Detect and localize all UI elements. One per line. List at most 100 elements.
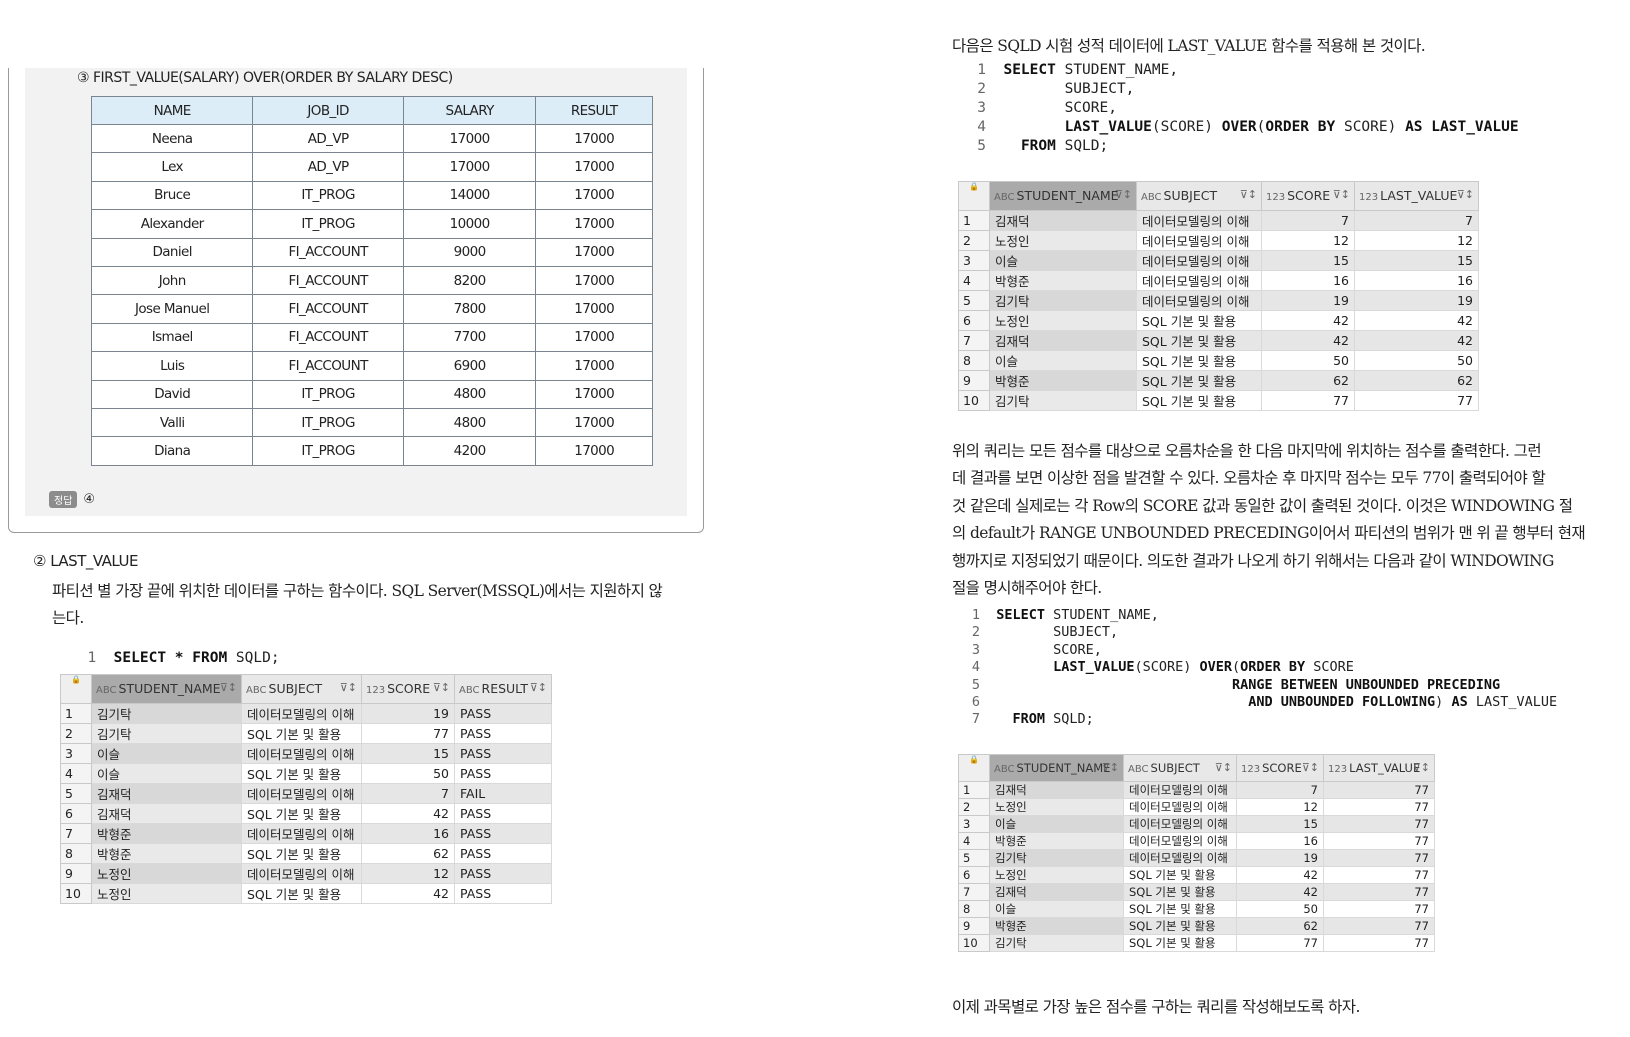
grid-cell[interactable]: 19 <box>1354 289 1479 311</box>
grid-cell[interactable]: 노정인 <box>91 882 242 904</box>
grid-cell[interactable]: 김재덕 <box>989 209 1137 231</box>
grid-cell[interactable]: 12 <box>1261 229 1355 251</box>
grid-cell[interactable]: 7 <box>1236 780 1324 799</box>
grid-cell[interactable]: 77 <box>1236 933 1324 952</box>
grid-column-header[interactable]: ABC RESULT ⊽↕ <box>454 674 552 704</box>
grid-cell[interactable]: 데이터모델링의 이해 <box>1123 831 1237 850</box>
grid-cell[interactable]: SQL 기본 및 활용 <box>1136 309 1262 331</box>
grid-cell[interactable]: 16 <box>361 822 455 844</box>
grid-cell[interactable]: 42 <box>1236 865 1324 884</box>
grid-cell[interactable]: 노정인 <box>989 309 1137 331</box>
grid-cell[interactable]: 15 <box>1261 249 1355 271</box>
grid-cell[interactable]: 50 <box>1354 349 1479 371</box>
grid-cell[interactable]: SQL 기본 및 활용 <box>1123 899 1237 918</box>
grid-cell[interactable]: SQL 기본 및 활용 <box>1123 916 1237 935</box>
grid-row[interactable]: 8 이슬 SQL 기본 및 활용 50 77 <box>958 899 1435 918</box>
grid-row[interactable]: 2 노정인 데이터모델링의 이해 12 12 <box>958 229 1479 251</box>
filter-sort-icon[interactable]: ⊽↕ <box>432 681 450 695</box>
grid-cell[interactable]: 데이터모델링의 이해 <box>1123 814 1237 833</box>
grid-cell[interactable]: 이슬 <box>91 762 242 784</box>
row-number[interactable]: 3 <box>958 249 990 271</box>
grid-cell[interactable]: 데이터모델링의 이해 <box>1136 229 1262 251</box>
grid-cell[interactable]: 77 <box>1323 780 1435 799</box>
grid-row[interactable]: 6 노정인 SQL 기본 및 활용 42 42 <box>958 309 1479 331</box>
grid-column-header[interactable]: ABC SUBJECT ⊽↕ <box>1123 754 1237 782</box>
grid-cell[interactable]: 데이터모델링의 이해 <box>241 862 362 884</box>
grid-cell[interactable]: 김재덕 <box>989 780 1124 799</box>
grid-row[interactable]: 1 김재덕 데이터모델링의 이해 7 77 <box>958 780 1435 799</box>
grid-cell[interactable]: 42 <box>1354 329 1479 351</box>
grid-cell[interactable]: 김기탁 <box>989 848 1124 867</box>
grid-cell[interactable]: 42 <box>1261 309 1355 331</box>
grid-cell[interactable]: SQL 기본 및 활용 <box>1123 882 1237 901</box>
grid-cell[interactable]: 12 <box>1354 229 1479 251</box>
grid-row[interactable]: 6 김재덕 SQL 기본 및 활용 42 PASS <box>60 802 552 824</box>
filter-sort-icon[interactable]: ⊽↕ <box>1412 760 1430 774</box>
grid-cell[interactable]: SQL 기본 및 활용 <box>241 842 362 864</box>
row-number[interactable]: 10 <box>958 933 990 952</box>
row-number[interactable]: 6 <box>60 802 92 824</box>
row-number[interactable]: 7 <box>958 882 990 901</box>
grid-cell[interactable]: 50 <box>361 762 455 784</box>
grid-cell[interactable]: 김재덕 <box>989 882 1124 901</box>
grid-cell[interactable]: SQL 기본 및 활용 <box>1136 389 1262 411</box>
row-number[interactable]: 3 <box>60 742 92 764</box>
grid-column-header[interactable]: 123 SCORE ⊽↕ <box>1261 181 1355 211</box>
grid-cell[interactable]: 박형준 <box>91 842 242 864</box>
grid-row[interactable]: 3 이슬 데이터모델링의 이해 15 77 <box>958 814 1435 833</box>
grid-cell[interactable]: 42 <box>361 802 455 824</box>
grid-cell[interactable]: 7 <box>1354 209 1479 231</box>
row-number[interactable]: 10 <box>60 882 92 904</box>
row-number[interactable]: 1 <box>958 209 990 231</box>
grid-cell[interactable]: FAIL <box>454 782 552 804</box>
grid-cell[interactable]: 데이터모델링의 이해 <box>1123 780 1237 799</box>
row-number[interactable]: 1 <box>60 702 92 724</box>
row-number[interactable]: 9 <box>958 916 990 935</box>
grid-cell[interactable]: 데이터모델링의 이해 <box>1136 289 1262 311</box>
grid-cell[interactable]: 이슬 <box>989 814 1124 833</box>
grid-row[interactable]: 7 김재덕 SQL 기본 및 활용 42 77 <box>958 882 1435 901</box>
grid-row[interactable]: 1 김재덕 데이터모델링의 이해 7 7 <box>958 209 1479 231</box>
grid-cell[interactable]: 김재덕 <box>91 802 242 824</box>
filter-sort-icon[interactable]: ⊽↕ <box>1239 188 1257 202</box>
grid-cell[interactable]: 77 <box>1323 899 1435 918</box>
grid-cell[interactable]: PASS <box>454 842 552 864</box>
grid-cell[interactable]: 김기탁 <box>91 702 242 724</box>
grid-corner-lock-icon[interactable]: 🔒 <box>60 674 92 704</box>
row-number[interactable]: 2 <box>60 722 92 744</box>
grid-cell[interactable]: 이슬 <box>989 899 1124 918</box>
row-number[interactable]: 3 <box>958 814 990 833</box>
filter-sort-icon[interactable]: ⊽↕ <box>1456 188 1474 202</box>
grid-cell[interactable]: 노정인 <box>91 862 242 884</box>
row-number[interactable]: 7 <box>60 822 92 844</box>
grid-corner-lock-icon[interactable]: 🔒 <box>958 181 990 211</box>
grid-column-header[interactable]: ABC STUDENT_NAME ⊽↕ <box>989 754 1124 782</box>
grid-row[interactable]: 7 김재덕 SQL 기본 및 활용 42 42 <box>958 329 1479 351</box>
grid-cell[interactable]: 77 <box>1323 797 1435 816</box>
grid-cell[interactable]: 62 <box>361 842 455 864</box>
grid-cell[interactable]: 데이터모델링의 이해 <box>1136 209 1262 231</box>
grid-row[interactable]: 6 노정인 SQL 기본 및 활용 42 77 <box>958 865 1435 884</box>
grid-cell[interactable]: 77 <box>1261 389 1355 411</box>
grid-row[interactable]: 5 김재덕 데이터모델링의 이해 7 FAIL <box>60 782 552 804</box>
row-number[interactable]: 4 <box>958 831 990 850</box>
grid-cell[interactable]: 16 <box>1261 269 1355 291</box>
grid-cell[interactable]: PASS <box>454 722 552 744</box>
grid-cell[interactable]: 19 <box>1236 848 1324 867</box>
row-number[interactable]: 5 <box>958 289 990 311</box>
grid-cell[interactable]: 데이터모델링의 이해 <box>1123 797 1237 816</box>
grid-cell[interactable]: 12 <box>361 862 455 884</box>
grid-column-header[interactable]: ABC SUBJECT ⊽↕ <box>1136 181 1262 211</box>
grid-cell[interactable]: 7 <box>361 782 455 804</box>
grid-cell[interactable]: 이슬 <box>91 742 242 764</box>
grid-row[interactable]: 5 김기탁 데이터모델링의 이해 19 19 <box>958 289 1479 311</box>
grid-cell[interactable]: 62 <box>1236 916 1324 935</box>
grid-cell[interactable]: SQL 기본 및 활용 <box>1123 865 1237 884</box>
grid-cell[interactable]: 데이터모델링의 이해 <box>241 702 362 724</box>
row-number[interactable]: 6 <box>958 865 990 884</box>
grid-row[interactable]: 9 노정인 데이터모델링의 이해 12 PASS <box>60 862 552 884</box>
grid-cell[interactable]: 데이터모델링의 이해 <box>1123 848 1237 867</box>
row-number[interactable]: 2 <box>958 797 990 816</box>
grid-cell[interactable]: 50 <box>1261 349 1355 371</box>
filter-sort-icon[interactable]: ⊽↕ <box>339 681 357 695</box>
